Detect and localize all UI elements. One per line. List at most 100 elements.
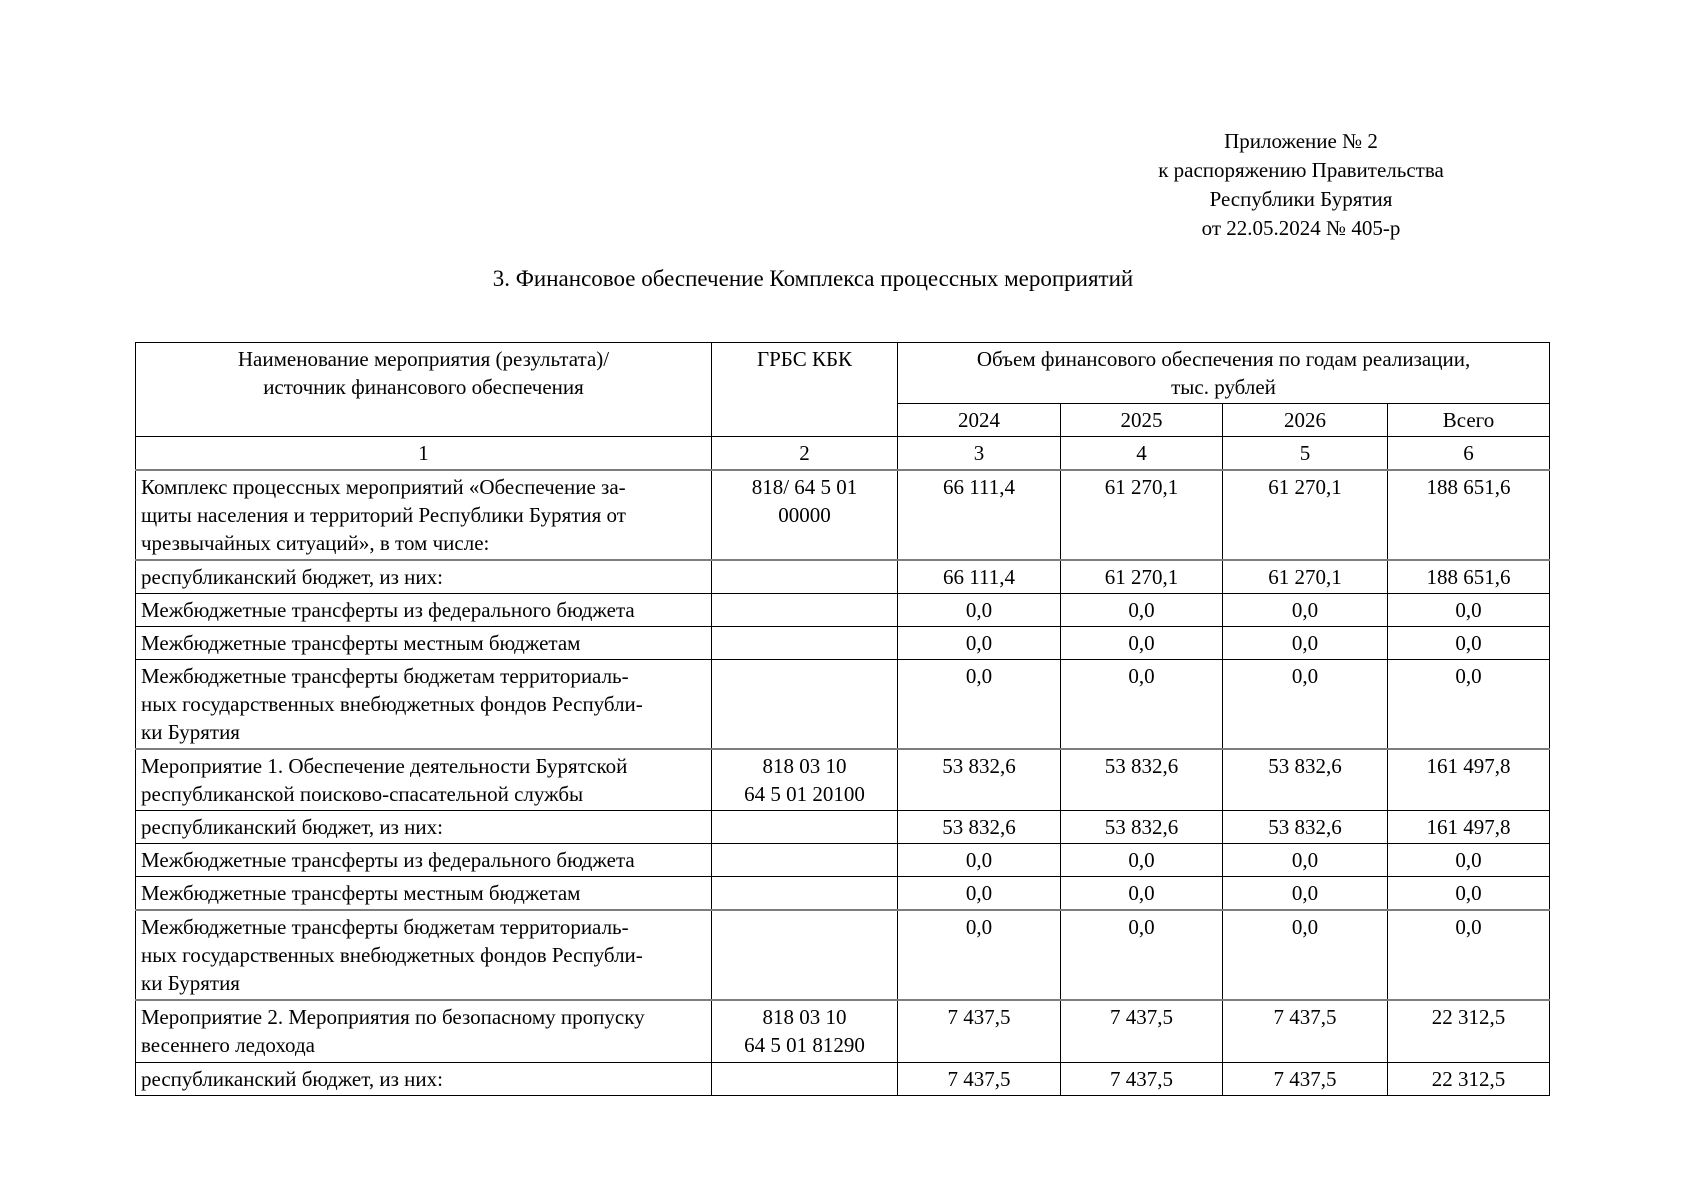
row-name: Мероприятие 1. Обеспечение деятельности …	[135, 748, 712, 811]
value-2026: 0,0	[1222, 593, 1388, 627]
row-name: Межбюджетные трансферты местным бюджетам	[135, 876, 712, 911]
appendix-line: Приложение № 2	[1224, 129, 1378, 153]
value-2025: 0,0	[1060, 843, 1223, 877]
appendix-line: к распоряжению Правительства	[1158, 158, 1444, 182]
value-2024: 0,0	[897, 843, 1061, 877]
value-2026: 53 832,6	[1222, 748, 1388, 811]
value-total: 0,0	[1386, 843, 1551, 877]
row-name: Межбюджетные трансферты из федерального …	[135, 843, 712, 877]
value-2024: 7 437,5	[897, 999, 1061, 1063]
value-2024: 66 111,4	[897, 469, 1061, 561]
value-total: 161 497,8	[1386, 748, 1551, 811]
row-name: Межбюджетные трансферты бюджетам террито…	[135, 909, 712, 1001]
table-row: Мероприятие 1. Обеспечение деятельности …	[135, 748, 1551, 811]
appendix-note: Приложение № 2 к распоряжению Правительс…	[1148, 127, 1454, 243]
value-2024: 53 832,6	[897, 810, 1061, 844]
value-2025: 0,0	[1060, 626, 1223, 660]
value-total: 0,0	[1386, 593, 1551, 627]
row-kbk	[711, 810, 898, 844]
value-2026: 0,0	[1222, 843, 1388, 877]
value-total: 0,0	[1386, 626, 1551, 660]
value-2024: 7 437,5	[897, 1061, 1061, 1096]
table-numbering-row: 1 2 3 4 5 6	[135, 436, 1551, 471]
value-2025: 7 437,5	[1060, 999, 1223, 1063]
table-row: республиканский бюджет, из них: 7 437,5 …	[135, 1061, 1551, 1096]
value-2024: 0,0	[897, 909, 1061, 1001]
column-header-2025: 2025	[1060, 403, 1223, 437]
value-2026: 61 270,1	[1222, 559, 1388, 594]
value-total: 161 497,8	[1386, 810, 1551, 844]
table-row: республиканский бюджет, из них: 53 832,6…	[135, 810, 1551, 844]
table-row: Межбюджетные трансферты из федерального …	[135, 593, 1551, 627]
value-2026: 53 832,6	[1222, 810, 1388, 844]
appendix-line: от 22.05.2024 № 405-р	[1201, 216, 1401, 240]
row-name: Межбюджетные трансферты местным бюджетам	[135, 626, 712, 660]
value-2026: 0,0	[1222, 876, 1388, 911]
table-row: республиканский бюджет, из них: 66 111,4…	[135, 559, 1551, 594]
value-total: 0,0	[1386, 876, 1551, 911]
row-name: Комплекс процессных мероприятий «Обеспеч…	[135, 469, 712, 561]
value-2025: 53 832,6	[1060, 748, 1223, 811]
column-header-kbk: ГРБС КБК	[711, 342, 898, 437]
column-number: 6	[1386, 436, 1551, 471]
row-kbk: 818 03 10 64 5 01 81290	[711, 999, 898, 1063]
value-2024: 0,0	[897, 659, 1061, 750]
value-2026: 0,0	[1222, 909, 1388, 1001]
value-2025: 7 437,5	[1060, 1061, 1223, 1096]
value-2024: 0,0	[897, 626, 1061, 660]
table-row: Комплекс процессных мероприятий «Обеспеч…	[135, 469, 1551, 561]
column-number: 2	[711, 436, 898, 471]
table-row: Межбюджетные трансферты из федерального …	[135, 843, 1551, 877]
value-2024: 0,0	[897, 593, 1061, 627]
value-2025: 53 832,6	[1060, 810, 1223, 844]
row-name: республиканский бюджет, из них:	[135, 1061, 712, 1096]
row-kbk	[711, 1061, 898, 1096]
value-2024: 53 832,6	[897, 748, 1061, 811]
row-name: Мероприятие 2. Мероприятия по безопасном…	[135, 999, 712, 1063]
appendix-line: Республики Бурятия	[1209, 187, 1393, 211]
finance-table: Наименование мероприятия (результата)/ и…	[135, 342, 1551, 1096]
value-total: 0,0	[1386, 909, 1551, 1001]
row-kbk	[711, 659, 898, 750]
column-header-volume-group: Объем финансового обеспечения по годам р…	[896, 342, 1551, 404]
value-2025: 0,0	[1060, 909, 1223, 1001]
table-row: Межбюджетные трансферты местным бюджетам…	[135, 876, 1551, 911]
table-years-row: 2024 2025 2026 Всего	[136, 403, 1551, 437]
row-name: Межбюджетные трансферты из федерального …	[135, 593, 712, 627]
value-2025: 0,0	[1060, 593, 1223, 627]
value-2026: 7 437,5	[1222, 1061, 1388, 1096]
column-number: 5	[1222, 436, 1388, 471]
value-total: 188 651,6	[1386, 559, 1551, 594]
row-kbk	[711, 843, 898, 877]
table-row: Межбюджетные трансферты бюджетам террито…	[135, 659, 1551, 750]
row-name: республиканский бюджет, из них:	[135, 559, 712, 594]
column-number: 1	[135, 436, 712, 471]
value-2026: 0,0	[1222, 626, 1388, 660]
value-2025: 0,0	[1060, 876, 1223, 911]
value-2025: 0,0	[1060, 659, 1223, 750]
row-kbk	[711, 559, 898, 594]
value-total: 188 651,6	[1386, 469, 1551, 561]
row-kbk	[711, 626, 898, 660]
row-name: Межбюджетные трансферты бюджетам террито…	[135, 659, 712, 750]
column-header-total: Всего	[1386, 403, 1551, 437]
value-2025: 61 270,1	[1060, 469, 1223, 561]
column-number: 3	[897, 436, 1061, 471]
row-kbk: 818 03 10 64 5 01 20100	[711, 748, 898, 811]
row-kbk: 818/ 64 5 01 00000	[711, 469, 898, 561]
value-2026: 7 437,5	[1222, 999, 1388, 1063]
column-number: 4	[1060, 436, 1223, 471]
value-2024: 0,0	[897, 876, 1061, 911]
page-title: 3. Финансовое обеспечение Комплекса проц…	[492, 266, 1134, 291]
row-kbk	[711, 593, 898, 627]
column-header-2026: 2026	[1222, 403, 1388, 437]
column-header-2024: 2024	[897, 403, 1061, 437]
value-2026: 0,0	[1222, 659, 1388, 750]
column-header-name: Наименование мероприятия (результата)/ и…	[135, 342, 712, 437]
row-kbk	[711, 909, 898, 1001]
value-2024: 66 111,4	[897, 559, 1061, 594]
value-total: 22 312,5	[1386, 999, 1551, 1063]
value-2025: 61 270,1	[1060, 559, 1223, 594]
table-row: Межбюджетные трансферты местным бюджетам…	[135, 626, 1551, 660]
value-total: 22 312,5	[1386, 1061, 1551, 1096]
